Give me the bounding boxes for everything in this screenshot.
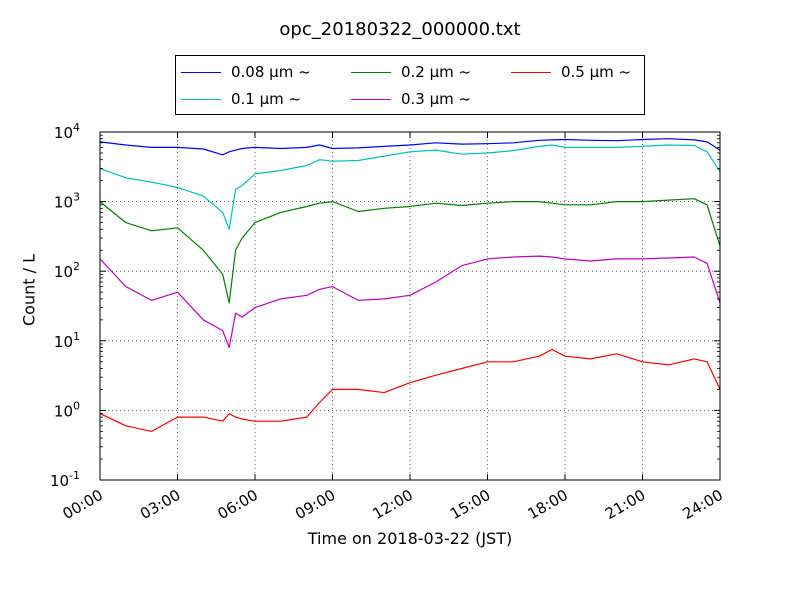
x-tick-label: 18:00 bbox=[525, 486, 571, 523]
legend-item-2: 0.2 μm ~ bbox=[351, 61, 471, 83]
legend-swatch-4 bbox=[511, 71, 551, 73]
x-tick-label: 00:00 bbox=[60, 486, 106, 523]
x-tick-label: 12:00 bbox=[370, 486, 416, 523]
legend-item-0: 0.08 μm ~ bbox=[181, 61, 311, 83]
legend-item-1: 0.1 μm ~ bbox=[181, 88, 301, 110]
x-tick-label: 21:00 bbox=[602, 486, 648, 523]
y-tick-exponent: 0 bbox=[73, 399, 80, 412]
legend-label-0: 0.08 μm ~ bbox=[231, 63, 311, 81]
series-line-4 bbox=[99, 348, 721, 432]
series-line-2 bbox=[99, 198, 721, 304]
y-tick-exponent: -1 bbox=[69, 469, 80, 482]
series-line-0 bbox=[99, 138, 721, 156]
legend: 0.08 μm ~ 0.1 μm ~ 0.2 μm ~ 0.3 μm ~ 0.5… bbox=[175, 55, 645, 115]
legend-label-3: 0.3 μm ~ bbox=[401, 90, 472, 108]
legend-swatch-0 bbox=[181, 71, 221, 73]
legend-item-3: 0.3 μm ~ bbox=[351, 88, 471, 110]
legend-swatch-1 bbox=[181, 98, 221, 100]
y-tick-label: 10-1 bbox=[50, 469, 80, 490]
y-tick-exponent: 4 bbox=[73, 121, 80, 134]
y-tick-label: 102 bbox=[54, 260, 80, 281]
legend-label-4: 0.5 μm ~ bbox=[561, 63, 632, 81]
chart-title: opc_20180322_000000.txt bbox=[279, 19, 521, 40]
x-tick-label: 09:00 bbox=[292, 486, 338, 523]
x-tick-label: 24:00 bbox=[680, 486, 726, 523]
x-tick-label: 03:00 bbox=[137, 486, 183, 523]
y-tick-label: 100 bbox=[54, 399, 80, 420]
x-tick-label: 15:00 bbox=[447, 486, 493, 523]
y-tick-label: 103 bbox=[54, 191, 80, 212]
x-axis-label: Time on 2018-03-22 (JST) bbox=[307, 529, 513, 548]
legend-item-4: 0.5 μm ~ bbox=[511, 61, 631, 83]
legend-label-1: 0.1 μm ~ bbox=[231, 90, 302, 108]
y-tick-label: 101 bbox=[54, 330, 80, 351]
x-tick-label: 06:00 bbox=[215, 486, 261, 523]
legend-swatch-2 bbox=[351, 71, 391, 73]
y-tick-exponent: 2 bbox=[73, 260, 80, 273]
legend-swatch-3 bbox=[351, 98, 391, 100]
y-tick-exponent: 1 bbox=[73, 330, 80, 343]
legend-label-2: 0.2 μm ~ bbox=[401, 63, 472, 81]
y-tick-exponent: 3 bbox=[73, 191, 80, 204]
y-axis-label: Count / L bbox=[19, 254, 39, 326]
series-line-1 bbox=[99, 144, 721, 230]
series-line-3 bbox=[99, 255, 721, 349]
y-tick-label: 104 bbox=[54, 121, 80, 142]
